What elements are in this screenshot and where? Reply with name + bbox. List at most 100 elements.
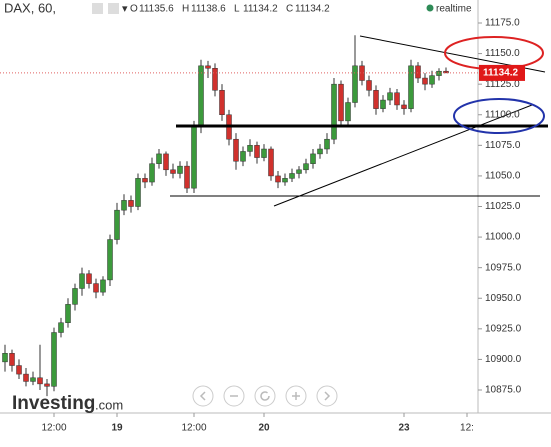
candle-body bbox=[100, 279, 106, 293]
x-tick-label: 12: bbox=[460, 423, 474, 434]
candle-body bbox=[443, 70, 449, 74]
candle-body bbox=[324, 138, 330, 150]
candle-body bbox=[142, 178, 148, 183]
candle-body bbox=[65, 304, 71, 323]
ohlc-value: 11134.2 bbox=[243, 4, 278, 15]
candle-body bbox=[268, 148, 274, 177]
y-tick-label: 10950.0 bbox=[485, 293, 522, 304]
annotations bbox=[170, 35, 548, 207]
x-tick-label: 19 bbox=[111, 423, 123, 434]
candle-body bbox=[37, 377, 43, 385]
candle-body bbox=[44, 383, 50, 387]
zoom-controls bbox=[192, 385, 338, 407]
candle-body bbox=[310, 153, 316, 164]
candle-body bbox=[128, 200, 134, 207]
candle-body bbox=[275, 175, 281, 183]
highlight-ellipse bbox=[453, 98, 545, 134]
y-tick-label: 10900.0 bbox=[485, 354, 522, 365]
plot-area bbox=[0, 35, 478, 397]
candle-body bbox=[359, 65, 365, 81]
ohlc-header: O 11135.6 H 11138.6 L 11134.2 C 11134.2 bbox=[130, 4, 330, 15]
ohlc-key: C bbox=[286, 4, 293, 15]
ohlc-value: 11134.2 bbox=[295, 4, 330, 15]
watermark: .com bbox=[95, 397, 123, 412]
candle-body bbox=[387, 92, 393, 101]
candle-body bbox=[156, 153, 162, 164]
candle-body bbox=[219, 90, 225, 115]
candle-body bbox=[163, 153, 169, 171]
y-tick-label: 10925.0 bbox=[485, 323, 522, 334]
scroll-left-button[interactable] bbox=[192, 385, 214, 407]
status-dot bbox=[426, 4, 434, 12]
candle-body bbox=[135, 178, 141, 207]
last-price-box bbox=[479, 64, 525, 81]
ohlc-key: H bbox=[182, 4, 189, 15]
candle-body bbox=[198, 65, 204, 128]
candle-body bbox=[2, 353, 8, 363]
ohlc-value: 11138.6 bbox=[191, 4, 226, 15]
candle-body bbox=[317, 148, 323, 155]
y-tick-label: 10975.0 bbox=[485, 262, 522, 273]
candle-body bbox=[212, 68, 218, 91]
last-price-label: 11134.2 bbox=[483, 68, 518, 79]
candle-body bbox=[79, 273, 85, 289]
candle-body bbox=[30, 377, 36, 382]
candle-body bbox=[261, 148, 267, 158]
y-tick-label: 11000.0 bbox=[485, 232, 521, 243]
candle-body bbox=[401, 104, 407, 109]
candle-body bbox=[373, 90, 379, 109]
candle-body bbox=[408, 65, 414, 109]
scroll-right-button[interactable] bbox=[316, 385, 338, 407]
candle-body bbox=[205, 65, 211, 69]
y-tick-label: 10875.0 bbox=[485, 385, 522, 396]
candle-body bbox=[121, 200, 127, 211]
icon[interactable] bbox=[108, 3, 119, 14]
x-tick-label: 23 bbox=[398, 423, 410, 434]
candle-body bbox=[345, 102, 351, 122]
candle-body bbox=[58, 322, 64, 333]
status-label: realtime bbox=[436, 4, 472, 15]
candle-body bbox=[289, 173, 295, 179]
candle-body bbox=[415, 65, 421, 79]
candle-body bbox=[394, 92, 400, 106]
candle-body bbox=[352, 65, 358, 103]
candle-body bbox=[240, 151, 246, 162]
candle-body bbox=[247, 145, 253, 152]
candle-body bbox=[86, 273, 92, 284]
reset-button[interactable] bbox=[254, 385, 276, 407]
candle-body bbox=[233, 138, 239, 162]
dropdown-icon[interactable]: ▾ bbox=[122, 3, 128, 15]
trend-line bbox=[273, 104, 533, 207]
ohlc-key: L bbox=[234, 4, 240, 15]
watermark: Investing bbox=[12, 393, 95, 414]
candle-body bbox=[331, 83, 337, 140]
x-tick-label: 20 bbox=[258, 423, 270, 434]
y-tick-label: 11125.0 bbox=[485, 79, 520, 90]
candle-body bbox=[422, 77, 428, 85]
x-tick-label: 12:00 bbox=[181, 423, 206, 434]
candle-body bbox=[429, 75, 435, 85]
candle-body bbox=[303, 163, 309, 171]
candle-body bbox=[16, 365, 22, 375]
y-tick-label: 11150.0 bbox=[485, 48, 520, 59]
candle-body bbox=[51, 332, 57, 387]
candle-body bbox=[149, 163, 155, 183]
candle-body bbox=[107, 239, 113, 281]
candle-body bbox=[114, 209, 120, 240]
candle-body bbox=[177, 165, 183, 174]
candle-body bbox=[170, 169, 176, 174]
candle-body bbox=[184, 165, 190, 189]
candle-body bbox=[338, 83, 344, 122]
chart-title: DAX, 60, bbox=[4, 0, 56, 15]
y-tick-label: 11050.0 bbox=[485, 171, 521, 182]
y-tick-label: 11100.0 bbox=[485, 109, 520, 120]
candle-body bbox=[296, 169, 302, 174]
ohlc-key: O bbox=[130, 4, 138, 15]
y-tick-label: 11025.0 bbox=[485, 201, 521, 212]
candle-body bbox=[282, 178, 288, 183]
candle-body bbox=[380, 99, 386, 109]
icon[interactable] bbox=[92, 3, 103, 14]
candle-body bbox=[366, 80, 372, 91]
